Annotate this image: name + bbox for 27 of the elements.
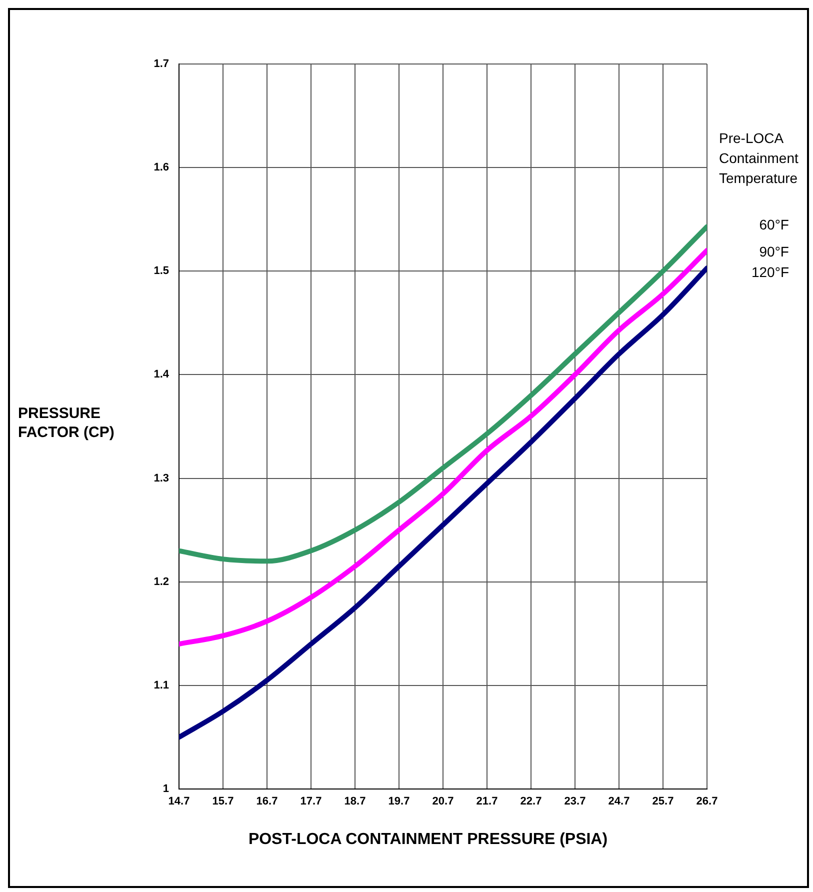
text: 90°F bbox=[759, 243, 789, 260]
legend-title: Pre-LOCA Containment Temperature bbox=[719, 130, 798, 186]
y-tick-label: 1.4 bbox=[154, 368, 170, 381]
y-tick-label: 1.6 bbox=[154, 162, 169, 174]
y-tick-label: 1.2 bbox=[154, 576, 169, 588]
x-axis-title: POST-LOCA CONTAINMENT PRESSURE (PSIA) bbox=[248, 831, 608, 848]
x-tick-label: 16.7 bbox=[256, 796, 278, 808]
x-tick-label: 17.7 bbox=[300, 796, 322, 808]
y-tick-label: 1.1 bbox=[154, 679, 169, 692]
x-tick-label: 24.7 bbox=[608, 796, 630, 808]
y-tick-label: 1.7 bbox=[154, 58, 169, 70]
y-tick-label: 1.3 bbox=[154, 472, 169, 484]
y-axis-title: PRESSURE FACTOR (CP) bbox=[18, 405, 114, 441]
x-tick-label: 14.7 bbox=[168, 796, 190, 808]
x-tick-label: 15.7 bbox=[212, 796, 234, 808]
x-tick-label: 25.7 bbox=[652, 796, 674, 808]
x-tick-label: 26.7 bbox=[696, 796, 718, 808]
y-tick-label: 1.5 bbox=[154, 265, 169, 278]
x-tick-label: 19.7 bbox=[388, 796, 410, 808]
x-tick-label: 23.7 bbox=[564, 796, 586, 808]
x-tick-label: 21.7 bbox=[476, 796, 498, 808]
x-tick-label: 20.7 bbox=[432, 796, 454, 808]
x-tick-label: 18.7 bbox=[344, 796, 366, 808]
text: 120°F bbox=[751, 264, 789, 280]
text: 60°F bbox=[759, 216, 789, 233]
x-tick-label: 22.7 bbox=[520, 796, 542, 808]
y-tick-label: 1 bbox=[162, 783, 169, 796]
